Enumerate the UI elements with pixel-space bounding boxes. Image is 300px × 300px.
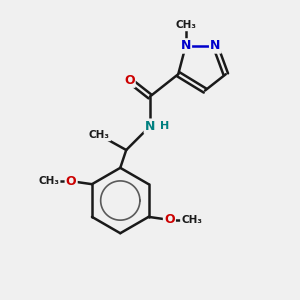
Text: O: O bbox=[164, 213, 175, 226]
Text: CH₃: CH₃ bbox=[181, 215, 202, 225]
Text: O: O bbox=[66, 175, 76, 188]
Text: CH₃: CH₃ bbox=[38, 176, 59, 186]
Text: N: N bbox=[210, 40, 220, 52]
Text: CH₃: CH₃ bbox=[89, 130, 110, 140]
Text: H: H bbox=[160, 121, 170, 131]
Text: N: N bbox=[181, 40, 191, 52]
Text: O: O bbox=[124, 74, 134, 87]
Text: N: N bbox=[145, 120, 155, 133]
Text: CH₃: CH₃ bbox=[175, 20, 196, 30]
